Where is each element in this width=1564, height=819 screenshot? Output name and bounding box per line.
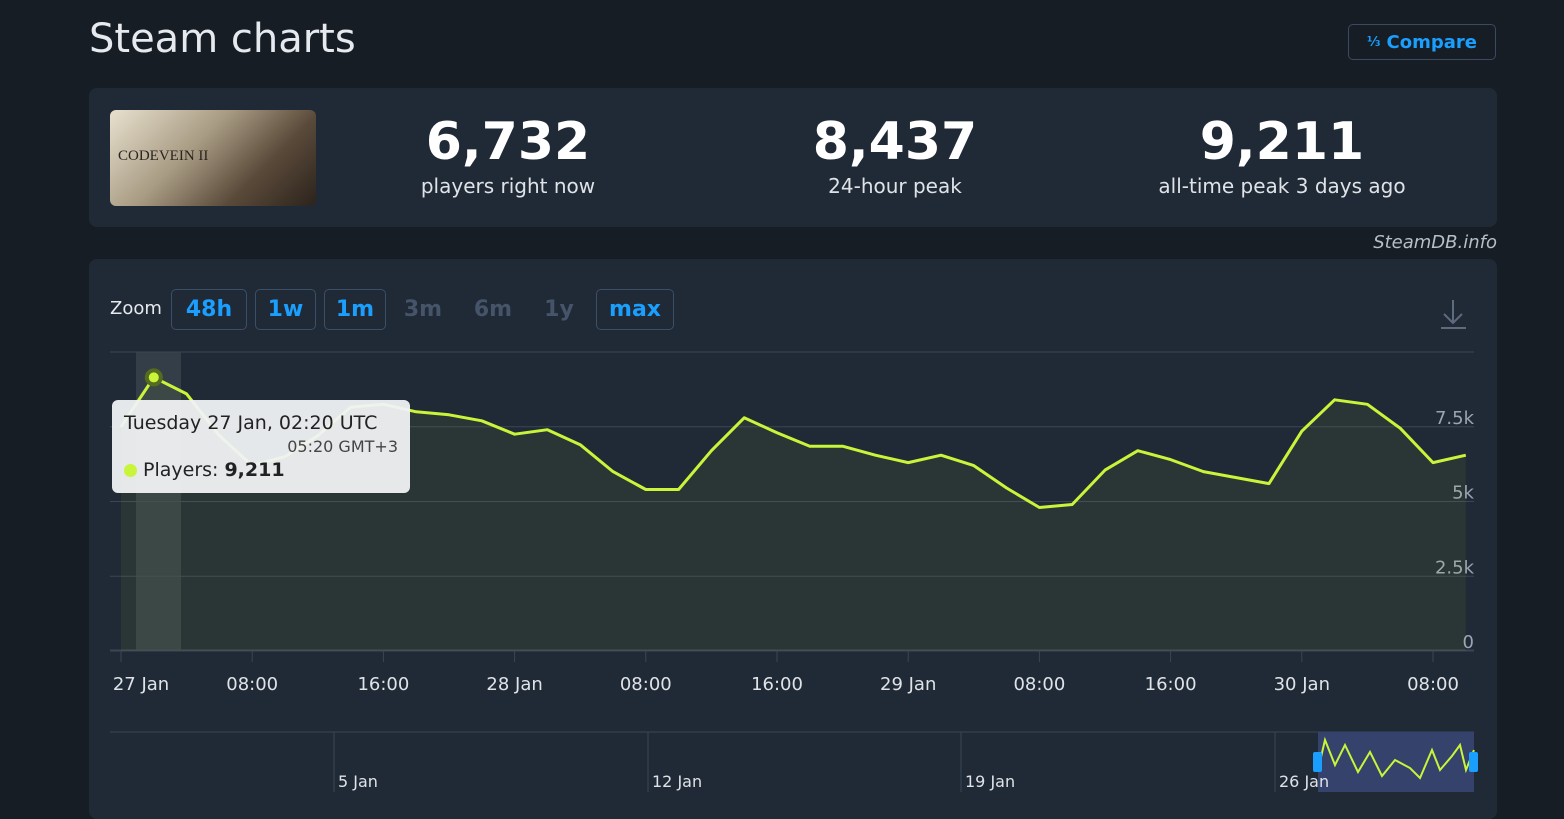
stat-label: 24-hour peak: [828, 174, 962, 198]
y-tick-label: 7.5k: [1435, 408, 1475, 429]
y-tick-label: 2.5k: [1435, 557, 1475, 578]
credit: SteamDB.info: [1373, 232, 1497, 253]
stat-value: 6,732: [425, 112, 591, 172]
x-tick-label: 08:00: [620, 674, 672, 695]
stat-label: all-time peak 3 days ago: [1158, 174, 1406, 198]
stats-card: CODEVEIN II 6,732 players right now 8,437…: [89, 88, 1497, 227]
stat: 6,732 players right now: [348, 112, 668, 198]
y-tick-label: 5k: [1452, 483, 1474, 504]
page-title: Steam charts: [89, 16, 356, 62]
zoom-button[interactable]: max: [596, 289, 674, 330]
x-tick-label: 16:00: [357, 674, 409, 695]
navigator-handle[interactable]: [1469, 752, 1478, 772]
zoom-button: 3m: [403, 297, 443, 322]
y-tick-label: 0: [1463, 632, 1474, 653]
compare-icon: ⅓: [1367, 34, 1381, 50]
x-tick-label: 08:00: [1407, 674, 1459, 695]
area: [121, 377, 1466, 651]
download-icon[interactable]: [1441, 300, 1466, 329]
peak-marker: [144, 368, 163, 387]
tooltip-date: Tuesday 27 Jan, 02:20 UTC: [124, 412, 378, 434]
stat: 8,437 24-hour peak: [735, 112, 1055, 198]
zoom-label: Zoom: [110, 298, 162, 319]
navigator-selection[interactable]: [1318, 732, 1474, 792]
tooltip-row: Players: 9,211: [124, 459, 285, 481]
x-tick-label: 28 Jan: [486, 674, 542, 695]
x-tick-label: 16:00: [1145, 674, 1197, 695]
game-logo: CODEVEIN II: [118, 148, 209, 164]
stat-value: 9,211: [1199, 112, 1365, 172]
zoom-button[interactable]: 48h: [171, 289, 247, 330]
zoom-button[interactable]: 1m: [324, 289, 386, 330]
x-tick-label: 08:00: [1013, 674, 1065, 695]
zoom-button: 1y: [544, 297, 574, 322]
navigator-line: [1317, 736, 1475, 780]
stat-value: 8,437: [812, 112, 978, 172]
stat-label: players right now: [420, 174, 596, 198]
tooltip-swatch: [124, 463, 137, 477]
x-tick-label: 30 Jan: [1274, 674, 1330, 695]
navigator-label: 5 Jan: [338, 772, 378, 791]
x-tick-label: 27 Jan: [113, 674, 169, 695]
tooltip-local-time: 05:20 GMT+3: [287, 437, 398, 456]
navigator-handle[interactable]: [1313, 752, 1322, 772]
tooltip-value: 9,211: [224, 459, 285, 481]
zoom-button: 6m: [473, 297, 513, 322]
x-tick-label: 29 Jan: [880, 674, 936, 695]
x-tick-label: 08:00: [226, 674, 278, 695]
zoom-button[interactable]: 1w: [255, 289, 316, 330]
navigator-label: 12 Jan: [652, 772, 702, 791]
compare-button[interactable]: ⅓ Compare: [1348, 24, 1496, 60]
compare-label: Compare: [1386, 31, 1477, 53]
navigator-label: 26 Jan: [1279, 772, 1329, 791]
tooltip-label: Players:: [143, 459, 219, 481]
tooltip: Tuesday 27 Jan, 02:20 UTC 05:20 GMT+3 Pl…: [112, 400, 410, 493]
x-tick-label: 16:00: [751, 674, 803, 695]
stat: 9,211 all-time peak 3 days ago: [1122, 112, 1442, 198]
navigator-label: 19 Jan: [965, 772, 1015, 791]
game-image: CODEVEIN II: [110, 110, 316, 206]
